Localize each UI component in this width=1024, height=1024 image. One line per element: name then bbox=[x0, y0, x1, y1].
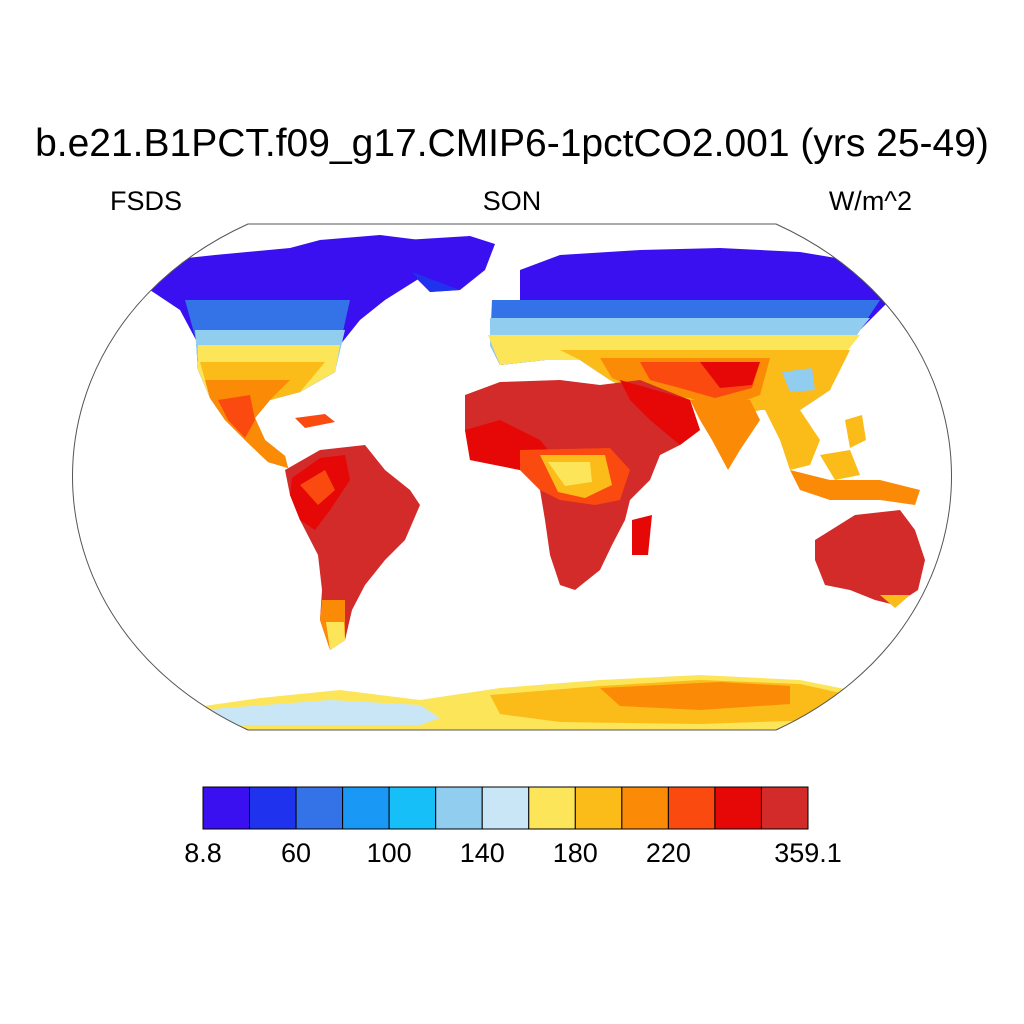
colorbar-tick-label: 180 bbox=[552, 838, 598, 868]
greenland-south bbox=[412, 272, 460, 292]
south-asia bbox=[690, 400, 920, 505]
colorbar-tick-label: 8.8 bbox=[184, 838, 222, 868]
eurasia bbox=[488, 248, 905, 420]
map-border bbox=[72, 223, 952, 731]
oceania bbox=[815, 510, 952, 622]
colorbar-swatch bbox=[388, 786, 437, 830]
greenland bbox=[405, 236, 495, 292]
colorbar-tick-label: 140 bbox=[459, 838, 505, 868]
colorbar-swatch bbox=[295, 786, 344, 830]
colorbar-swatch bbox=[435, 786, 483, 830]
colorbar bbox=[202, 786, 809, 830]
variable-label: FSDS bbox=[110, 186, 183, 216]
antarctica bbox=[180, 675, 860, 730]
land-fields bbox=[140, 235, 952, 730]
colorbar-tick-label: 359.1 bbox=[774, 838, 842, 868]
colorbar-swatch bbox=[621, 786, 669, 830]
colorbar-tick-label: 100 bbox=[366, 838, 412, 868]
north-america bbox=[140, 235, 440, 468]
colorbar-swatch bbox=[202, 786, 251, 830]
africa bbox=[465, 380, 700, 590]
season-label: SON bbox=[482, 186, 542, 216]
map-title: b.e21.B1PCT.f09_g17.CMIP6-1pctCO2.001 (y… bbox=[35, 122, 989, 165]
colorbar-swatch bbox=[481, 786, 530, 830]
south-america bbox=[285, 445, 420, 650]
colorbar-swatch bbox=[714, 786, 762, 830]
colorbar-swatch bbox=[760, 786, 809, 830]
colorbar-swatch bbox=[667, 786, 716, 830]
colorbar-swatch bbox=[528, 786, 576, 830]
colorbar-swatch bbox=[249, 786, 297, 830]
colorbar-swatch bbox=[342, 786, 390, 830]
caribbean bbox=[295, 414, 335, 428]
colorbar-swatch bbox=[574, 786, 623, 830]
colorbar-tick-label: 220 bbox=[645, 838, 691, 868]
units-label: W/m^2 bbox=[828, 186, 912, 216]
colorbar-tick-label: 60 bbox=[281, 838, 312, 868]
